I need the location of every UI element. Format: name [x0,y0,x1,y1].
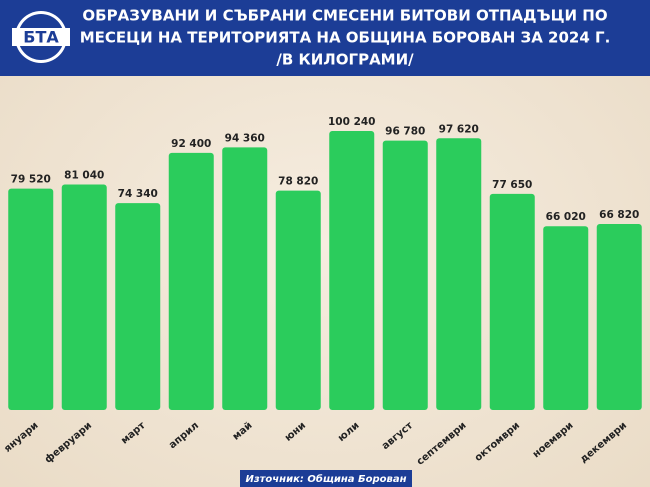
bar [61,184,107,410]
data-label: 78 820 [278,176,318,188]
bar [436,138,482,410]
source-box [240,470,412,487]
bar [382,140,428,410]
data-label: 100 240 [328,116,376,128]
data-label: 92 400 [171,138,211,150]
data-label: 79 520 [11,174,51,186]
chart-title: /В КИЛОГРАМИ/ [276,51,414,69]
bar [596,224,642,410]
bar [8,188,54,410]
data-label: 77 650 [492,179,532,191]
bar [222,147,268,411]
source: Източник: Община Борован [245,473,406,485]
data-label: 81 040 [64,169,104,181]
bar [168,152,214,410]
data-label: 94 360 [225,132,265,144]
data-label: 66 020 [546,211,586,223]
bar [115,203,161,410]
chart-title: МЕСЕЦИ НА ТЕРИТОРИЯТА НА ОБЩИНА БОРОВАН … [80,29,611,47]
bar [275,190,321,410]
header [0,0,650,76]
data-label: 66 820 [599,209,639,221]
data-label: 96 780 [385,126,425,138]
bar [489,193,535,410]
logo-text: БТА [23,28,59,47]
data-label: 74 340 [118,188,158,200]
bar [543,226,589,410]
chart-title: ОБРАЗУВАНИ И СЪБРАНИ СМЕСЕНИ БИТОВИ ОТПА… [82,7,607,25]
bar [329,131,375,410]
data-label: 97 620 [439,123,479,135]
logo: БТА [12,11,70,63]
